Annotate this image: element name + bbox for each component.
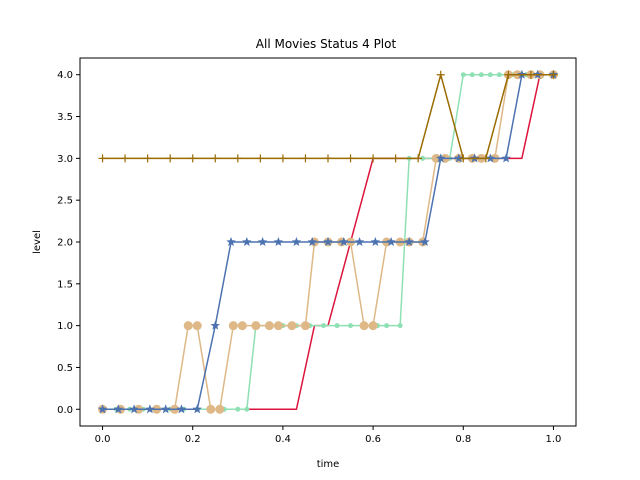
data-point xyxy=(320,323,326,329)
data-point xyxy=(469,72,475,78)
data-point xyxy=(256,154,265,163)
y-tick-label: 4.0 xyxy=(57,70,73,81)
data-point xyxy=(454,153,464,163)
x-tick-label: 0.0 xyxy=(95,434,111,445)
data-point xyxy=(324,154,332,163)
series-5 xyxy=(98,70,558,163)
data-point xyxy=(235,406,241,412)
data-point xyxy=(370,237,381,247)
data-point xyxy=(233,154,242,163)
y-tick-label: 0.5 xyxy=(57,363,73,374)
y-tick-label: 0.0 xyxy=(57,405,73,416)
data-point xyxy=(369,154,378,163)
x-tick-label: 0.6 xyxy=(365,434,381,445)
data-point xyxy=(228,321,238,331)
data-point xyxy=(414,154,423,163)
x-axis: 0.0 0.2 0.4 0.6 0.8 1.0 xyxy=(95,426,562,445)
data-point xyxy=(404,237,414,247)
data-point xyxy=(397,323,403,329)
data-point xyxy=(526,70,535,79)
y-axis-title: level xyxy=(32,230,43,254)
data-point xyxy=(291,237,302,247)
data-point xyxy=(192,321,202,331)
data-point xyxy=(251,321,261,331)
data-point xyxy=(244,406,250,412)
y-tick-label: 2.5 xyxy=(57,196,73,207)
data-point xyxy=(215,404,225,414)
data-point xyxy=(192,404,202,414)
data-point xyxy=(485,153,496,163)
data-point xyxy=(145,404,155,414)
data-point xyxy=(97,404,108,414)
data-point xyxy=(160,404,171,414)
data-point xyxy=(487,72,493,78)
data-point xyxy=(391,154,400,163)
data-point xyxy=(121,154,130,163)
data-point xyxy=(307,237,317,247)
data-point xyxy=(420,155,426,161)
x-tick-label: 0.2 xyxy=(185,434,201,445)
data-point xyxy=(348,323,354,329)
y-tick-label: 2.0 xyxy=(57,238,73,249)
data-point xyxy=(242,237,252,247)
y-tick-label: 1.0 xyxy=(57,321,73,332)
y-tick-label: 1.5 xyxy=(57,279,73,290)
data-point xyxy=(264,321,274,331)
data-point xyxy=(273,321,283,331)
data-point xyxy=(323,237,333,247)
y-tick-label: 3.0 xyxy=(57,154,73,165)
data-point xyxy=(549,70,558,79)
data-point xyxy=(273,237,284,247)
data-point xyxy=(257,237,268,247)
data-point xyxy=(339,237,349,247)
data-point xyxy=(478,72,484,78)
data-point xyxy=(346,154,355,163)
data-point xyxy=(334,323,340,329)
y-tick-label: 3.5 xyxy=(57,112,73,123)
data-point xyxy=(176,404,187,414)
data-point xyxy=(501,153,511,163)
data-point xyxy=(206,404,216,414)
data-point xyxy=(188,154,197,163)
data-point xyxy=(359,321,369,331)
data-point xyxy=(301,154,310,163)
data-point xyxy=(287,321,297,331)
data-point xyxy=(143,154,152,163)
y-axis: 0.0 0.5 1.0 1.5 2.0 2.5 3.0 3.5 4.0 xyxy=(57,70,80,416)
data-point xyxy=(211,154,220,163)
data-point xyxy=(210,320,221,330)
x-tick-label: 1.0 xyxy=(546,434,562,445)
data-point xyxy=(459,154,468,163)
data-point xyxy=(481,154,490,163)
data-point xyxy=(368,321,378,331)
x-axis-title: time xyxy=(317,459,340,470)
data-point xyxy=(129,404,139,414)
data-point xyxy=(386,237,396,247)
data-point xyxy=(278,154,287,163)
data-point xyxy=(504,70,513,79)
x-tick-label: 0.4 xyxy=(275,434,291,445)
data-point xyxy=(354,237,365,247)
data-point xyxy=(384,323,390,329)
data-point xyxy=(98,154,107,163)
data-point xyxy=(436,70,445,79)
chart-title: All Movies Status 4 Plot xyxy=(256,37,397,51)
data-point xyxy=(183,321,193,331)
data-point xyxy=(420,237,430,247)
data-point xyxy=(113,404,124,414)
data-point xyxy=(226,237,236,247)
x-tick-label: 0.8 xyxy=(455,434,471,445)
data-point xyxy=(435,153,446,163)
data-point xyxy=(300,321,310,331)
data-point xyxy=(237,321,247,331)
data-point xyxy=(460,72,466,78)
series-layer xyxy=(97,69,559,414)
data-point xyxy=(496,72,502,78)
data-point xyxy=(166,154,175,163)
